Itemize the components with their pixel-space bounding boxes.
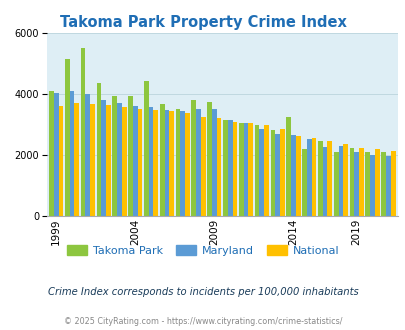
Bar xyxy=(374,149,379,216)
Bar xyxy=(343,145,347,216)
Bar xyxy=(69,91,74,216)
Bar xyxy=(369,155,374,216)
Bar xyxy=(191,100,196,216)
Bar xyxy=(185,113,190,216)
Bar xyxy=(338,146,343,216)
Bar xyxy=(65,59,69,216)
Bar xyxy=(380,152,385,216)
Text: Crime Index corresponds to incidents per 100,000 inhabitants: Crime Index corresponds to incidents per… xyxy=(47,287,358,297)
Bar xyxy=(122,107,126,216)
Bar xyxy=(385,156,390,216)
Bar xyxy=(264,125,268,216)
Bar xyxy=(175,109,180,216)
Text: Takoma Park Property Crime Index: Takoma Park Property Crime Index xyxy=(60,15,345,30)
Bar xyxy=(85,94,90,216)
Bar xyxy=(227,120,232,216)
Bar xyxy=(354,152,358,216)
Bar xyxy=(128,96,132,216)
Bar xyxy=(306,139,311,216)
Bar xyxy=(58,106,63,216)
Bar xyxy=(248,123,252,216)
Bar xyxy=(74,103,79,216)
Bar xyxy=(101,100,106,216)
Bar xyxy=(275,134,279,216)
Bar xyxy=(54,92,58,216)
Bar xyxy=(153,110,158,216)
Bar xyxy=(301,149,306,216)
Bar xyxy=(295,136,300,216)
Bar xyxy=(207,102,211,216)
Bar xyxy=(259,129,264,216)
Bar xyxy=(290,135,295,216)
Bar xyxy=(200,117,205,216)
Bar xyxy=(106,105,111,216)
Bar xyxy=(270,130,275,216)
Bar xyxy=(117,103,121,216)
Bar xyxy=(232,122,237,216)
Bar xyxy=(96,83,101,216)
Bar xyxy=(311,138,315,216)
Bar xyxy=(164,110,169,216)
Bar xyxy=(364,152,369,216)
Bar xyxy=(222,120,227,216)
Bar xyxy=(148,107,153,216)
Bar xyxy=(211,109,216,216)
Text: © 2025 CityRating.com - https://www.cityrating.com/crime-statistics/: © 2025 CityRating.com - https://www.city… xyxy=(64,317,341,326)
Bar xyxy=(349,148,354,216)
Bar xyxy=(238,123,243,216)
Bar xyxy=(358,148,363,216)
Bar xyxy=(81,48,85,216)
Bar xyxy=(216,118,221,216)
Bar xyxy=(169,112,174,216)
Bar xyxy=(279,129,284,216)
Bar xyxy=(180,112,185,216)
Bar xyxy=(327,141,331,216)
Bar xyxy=(137,109,142,216)
Bar xyxy=(286,117,290,216)
Bar xyxy=(144,81,148,216)
Bar xyxy=(90,104,95,216)
Bar xyxy=(196,109,200,216)
Bar xyxy=(112,96,117,216)
Bar xyxy=(333,152,338,216)
Bar xyxy=(49,91,54,216)
Bar xyxy=(322,147,327,216)
Bar xyxy=(243,123,248,216)
Bar xyxy=(254,125,259,216)
Legend: Takoma Park, Maryland, National: Takoma Park, Maryland, National xyxy=(62,241,343,260)
Bar xyxy=(390,151,394,216)
Bar xyxy=(132,106,137,216)
Bar xyxy=(160,104,164,216)
Bar xyxy=(317,141,322,216)
